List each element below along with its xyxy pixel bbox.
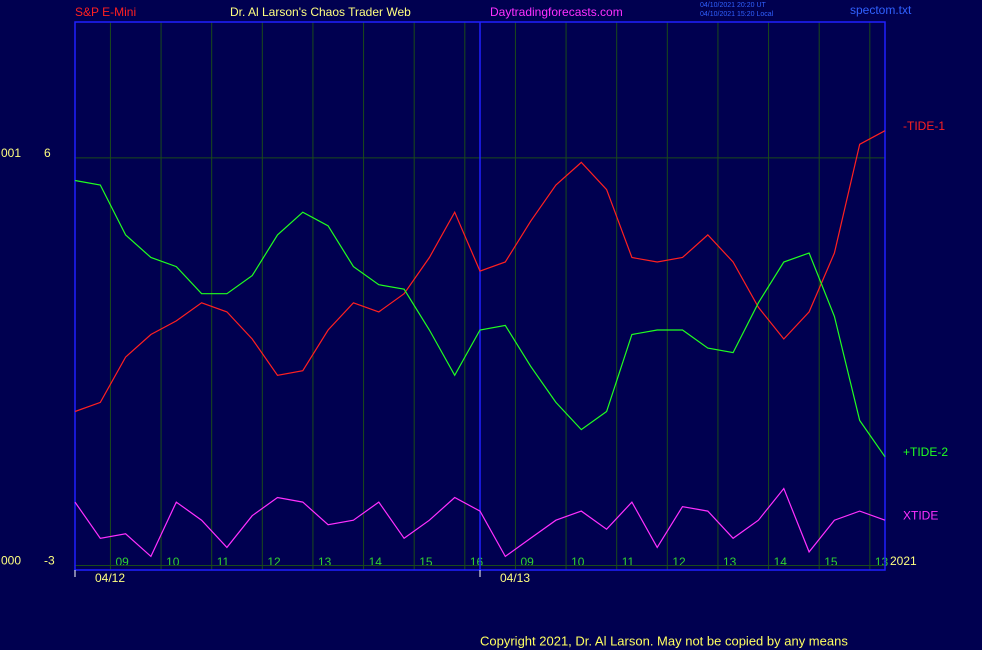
x-tick-label: 10 <box>571 555 585 569</box>
y-tick-label: 6 <box>44 146 51 160</box>
x-tick-label: 11 <box>622 555 635 569</box>
x-tick-label: 14 <box>774 555 788 569</box>
x-tick-label: 09 <box>520 555 534 569</box>
legend-label: +TIDE-2 <box>903 445 948 459</box>
x-tick-label: 15 <box>419 555 433 569</box>
site-url: Daytradingforecasts.com <box>490 5 623 19</box>
series-line <box>74 487 886 558</box>
file-name: spectom.txt <box>850 3 912 17</box>
x-tick-label: 12 <box>672 555 686 569</box>
date-label: 04/12 <box>95 571 125 585</box>
x-tick-label: 12 <box>267 555 281 569</box>
x-tick-label: 13 <box>318 555 332 569</box>
instrument: S&P E-Mini <box>75 5 136 19</box>
site-title: Dr. Al Larson's Chaos Trader Web <box>230 5 411 19</box>
date-label: 04/13 <box>500 571 530 585</box>
series-line <box>74 130 886 413</box>
x-tick-label: 11 <box>217 555 230 569</box>
y-prefix-label: 000 <box>1 554 21 568</box>
x-tick-label: 15 <box>824 555 838 569</box>
stamp-ut: 04/10/2021 20:20 UT <box>700 2 766 9</box>
x-tick-label: 10 <box>166 555 180 569</box>
legend-label: XTIDE <box>903 508 938 522</box>
x-tick-label: 09 <box>115 555 129 569</box>
series-line <box>74 179 886 458</box>
x-tick-label: 13 <box>875 555 889 569</box>
year: 2021 <box>890 554 917 568</box>
legend-label: -TIDE-1 <box>903 119 945 133</box>
copyright: Copyright 2021, Dr. Al Larson. May not b… <box>480 633 848 648</box>
x-tick-label: 16 <box>470 555 484 569</box>
x-tick-label: 13 <box>723 555 737 569</box>
stamp-local: 04/10/2021 15:20 Local <box>700 11 774 18</box>
y-prefix-label: 001 <box>1 146 21 160</box>
x-tick-label: 14 <box>369 555 383 569</box>
y-tick-label: -3 <box>44 554 55 568</box>
